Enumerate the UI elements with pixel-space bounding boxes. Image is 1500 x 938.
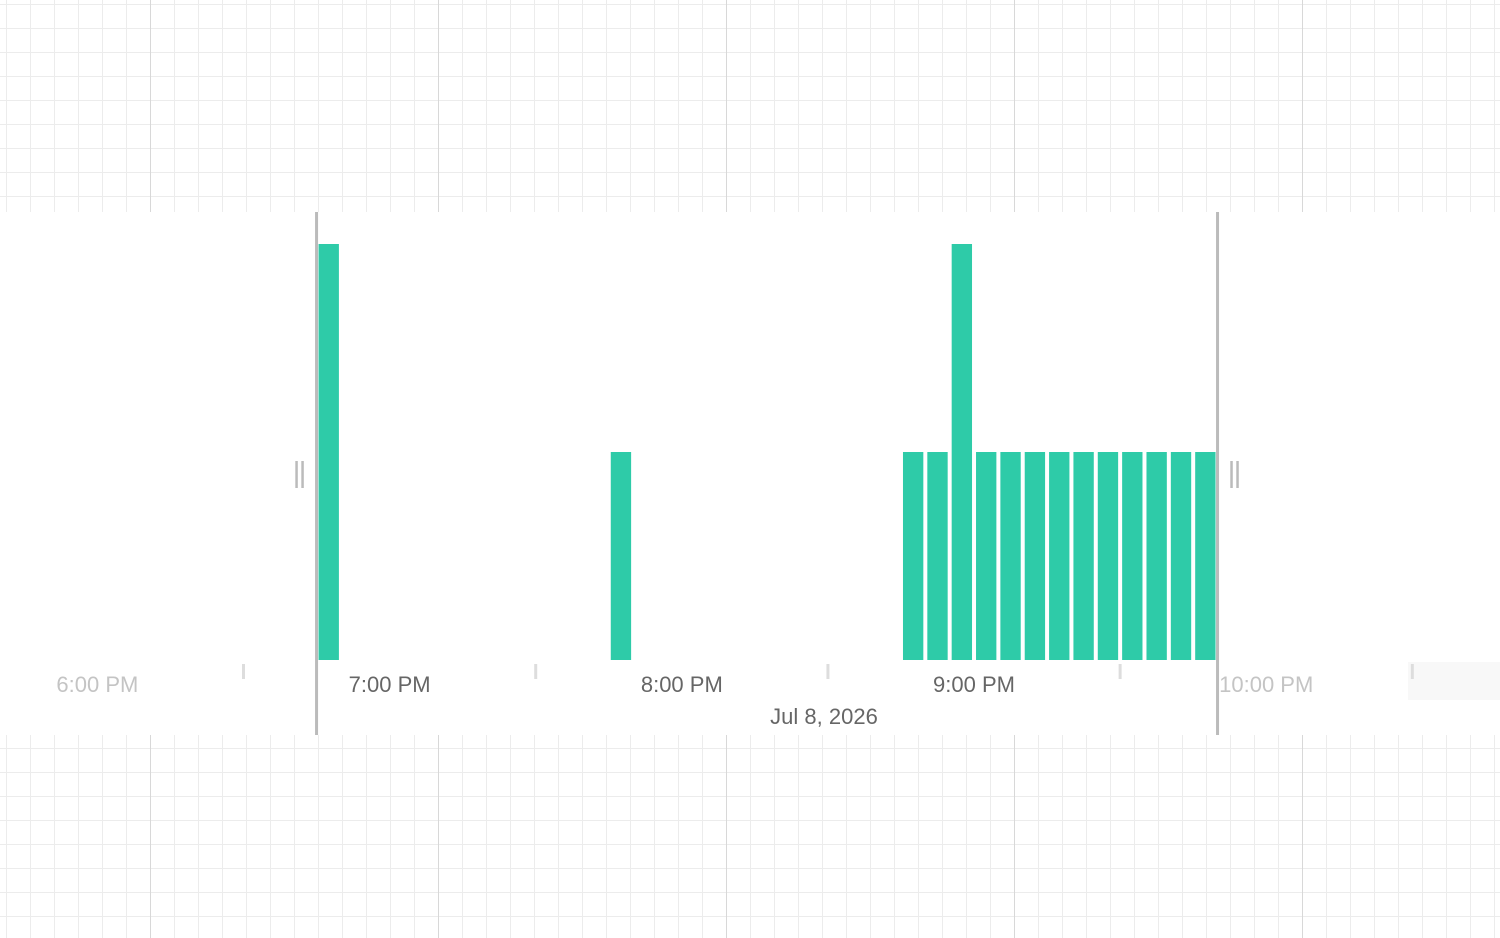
bar [1146,452,1167,660]
x-tick-label: 10:00 PM [1219,672,1313,697]
x-tick-label: 9:00 PM [933,672,1015,697]
x-tick-label: 8:00 PM [641,672,723,697]
bar [902,452,924,660]
scroll-area [1408,662,1500,700]
bar [1000,452,1021,660]
bar [927,452,948,660]
bar [1024,452,1046,660]
x-tick-label: 7:00 PM [349,672,431,697]
bar [1097,452,1119,660]
bar [951,244,973,660]
bar [610,452,632,660]
date-label: Jul 8, 2026 [770,704,878,729]
bar [1073,452,1094,660]
bar [1195,452,1216,660]
bar [1170,452,1192,660]
bar [1049,452,1070,660]
x-tick-label: 6:00 PM [56,672,138,697]
timeline-band [0,212,1500,735]
bar [1122,452,1143,660]
bar [976,452,997,660]
bar [318,244,339,660]
